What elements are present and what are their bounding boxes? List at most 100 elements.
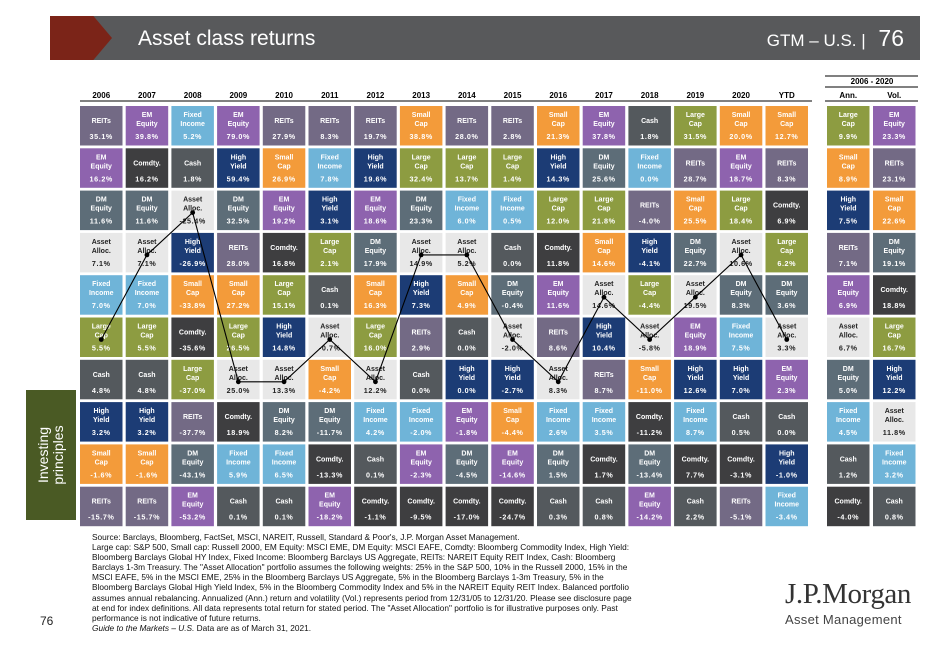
- cell-asset-label: Fixed: [549, 408, 567, 415]
- cell-asset-label: Asset: [885, 408, 905, 415]
- cell-bg: [628, 359, 671, 400]
- asset-alloc-point: [235, 379, 241, 385]
- return-cell: DM Equity 22.7%: [674, 232, 717, 273]
- cell-asset-label: Small: [503, 408, 522, 415]
- return-cell: REITs 2.8%: [491, 106, 534, 146]
- cell-asset-label: Yield: [886, 375, 902, 382]
- cell-asset-label: Cash: [687, 499, 704, 506]
- cell-asset-label: Cap: [460, 163, 473, 170]
- cell-asset-label: Equity: [685, 333, 706, 340]
- ann-return-cell: EM Equity 6.9%: [827, 275, 870, 315]
- cell-asset-label: Large: [183, 366, 202, 373]
- cell-bg: [719, 359, 763, 400]
- cell-asset-label: REITs: [839, 245, 858, 252]
- cell-bg: [217, 106, 260, 146]
- cell-asset-label: Cap: [323, 248, 336, 255]
- cell-asset-label: Cap: [643, 375, 656, 382]
- cell-bg: [399, 317, 443, 357]
- cell-value: 18.4%: [729, 217, 752, 226]
- cell-asset-label: Equity: [456, 459, 477, 466]
- return-cell: Fixed Income 7.0%: [80, 275, 123, 315]
- cell-bg: [445, 444, 489, 484]
- cell-asset-label: Large: [594, 197, 613, 204]
- jpmorgan-logo: J.P.Morgan Asset Management: [785, 578, 920, 627]
- cell-value: 2.9%: [412, 344, 431, 353]
- cell-asset-label: REITs: [411, 330, 430, 337]
- cell-bg: [354, 486, 397, 527]
- cell-asset-label: Alloc.: [412, 248, 431, 255]
- cell-asset-label: Cash: [413, 372, 430, 379]
- cell-asset-label: Equity: [685, 248, 706, 255]
- cell-asset-label: Comdty.: [590, 456, 618, 463]
- cell-asset-label: Small: [839, 154, 858, 161]
- year-label: 2016: [549, 91, 567, 100]
- cell-asset-label: Cash: [367, 456, 384, 463]
- cell-asset-label: REITs: [885, 160, 904, 167]
- cell-bg: [674, 486, 717, 527]
- cell-asset-label: Income: [226, 459, 251, 466]
- return-cell: Fixed Income -3.4%: [765, 486, 808, 527]
- cell-asset-label: Income: [89, 290, 114, 297]
- cell-bg: [217, 275, 260, 315]
- cell-asset-label: REITs: [503, 118, 522, 125]
- ann-return-cell: REITs 7.1%: [827, 232, 870, 273]
- return-cell: Large Cap 5.5%: [80, 317, 123, 357]
- return-cell: Cash 0.0%: [399, 359, 443, 400]
- cell-asset-label: Yield: [840, 206, 856, 213]
- cell-bg: [491, 486, 534, 527]
- return-cell: Small Cap 27.2%: [217, 275, 260, 315]
- cell-asset-label: Equity: [730, 163, 751, 170]
- cell-value: -11.2%: [637, 428, 663, 437]
- return-cell: Fixed Income 3.5%: [582, 402, 626, 442]
- cell-value: -3.1%: [730, 470, 752, 479]
- cell-value: 0.0%: [640, 174, 659, 183]
- ann-return-cell: Cash 1.2%: [827, 444, 870, 484]
- cell-bg: [125, 148, 169, 188]
- cell-bg: [491, 359, 534, 400]
- cell-asset-label: Equity: [593, 121, 614, 128]
- cell-bg: [354, 402, 397, 442]
- header-page-number: 76: [878, 25, 904, 51]
- return-cell: EM Equity 2.3%: [765, 359, 808, 400]
- return-cell: EM Equity 39.8%: [125, 106, 169, 146]
- cell-asset-label: Income: [500, 206, 525, 213]
- cell-value: 11.6%: [547, 301, 570, 310]
- cell-bg: [217, 444, 260, 484]
- cell-asset-label: Yield: [550, 163, 566, 170]
- year-label: 2014: [458, 91, 476, 100]
- cell-bg: [628, 444, 671, 484]
- cell-asset-label: Income: [363, 417, 388, 424]
- cell-bg: [674, 444, 717, 484]
- return-cell: Large Cap 5.5%: [125, 317, 169, 357]
- cell-asset-label: Fixed: [732, 324, 750, 331]
- return-cell: Cash 4.8%: [80, 359, 123, 400]
- cell-bg: [262, 317, 306, 357]
- source-line: Bloomberg Barclays Global High Yield Ind…: [92, 582, 629, 593]
- return-cell: Large Cap 13.7%: [445, 148, 489, 188]
- vol-cell: DM Equity 19.1%: [873, 232, 916, 273]
- cell-bg: [582, 402, 626, 442]
- cell-value: 21.3%: [547, 132, 570, 141]
- cell-value: 12.0%: [547, 217, 570, 226]
- cell-asset-label: Equity: [730, 290, 751, 297]
- cell-value: 2.8%: [503, 132, 522, 141]
- cell-value: 11.8%: [883, 428, 906, 437]
- return-cell: Large Cap -37.0%: [171, 359, 214, 400]
- cell-value: 2.3%: [777, 386, 796, 395]
- cell-asset-label: Cash: [93, 372, 110, 379]
- cell-value: 21.8%: [592, 217, 615, 226]
- cell-bg: [873, 232, 916, 273]
- cell-value: -4.4%: [502, 428, 524, 437]
- return-cell: EM Equity -18.2%: [308, 486, 351, 527]
- cell-value: 28.7%: [684, 174, 707, 183]
- cell-asset-label: High: [231, 154, 247, 161]
- cell-asset-label: Asset: [777, 324, 797, 331]
- cell-asset-label: Yield: [322, 206, 338, 213]
- cell-asset-label: Cash: [886, 499, 903, 506]
- cell-value: 7.5%: [732, 344, 751, 353]
- cell-value: 0.8%: [595, 513, 614, 522]
- cell-asset-label: Equity: [884, 121, 905, 128]
- cell-asset-label: Small: [777, 112, 796, 119]
- cell-bg: [765, 232, 808, 273]
- cell-bg: [582, 486, 626, 527]
